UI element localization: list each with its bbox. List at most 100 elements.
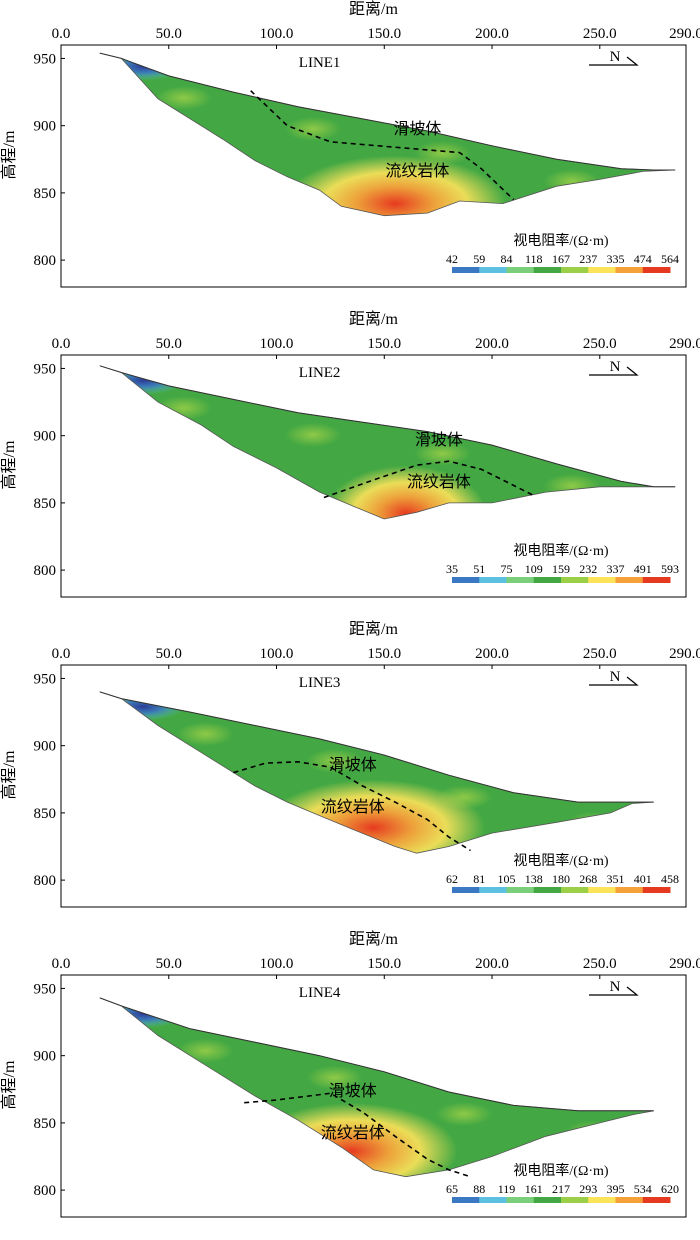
- colorbar-swatch: [642, 577, 671, 583]
- x-axis-title: 距离/m: [349, 620, 398, 638]
- ground-surface: [99, 997, 654, 1112]
- line-title: LINE3: [299, 675, 341, 691]
- x-tick-label: 290.0: [669, 336, 700, 352]
- colorbar-swatch: [615, 1197, 644, 1203]
- colorbar-swatch: [561, 267, 589, 273]
- rhyolite-label: 流纹岩体: [385, 162, 449, 180]
- x-tick-label: 200.0: [475, 956, 509, 972]
- colorbar-label: 51: [473, 562, 485, 576]
- x-tick-label: 100.0: [260, 26, 294, 42]
- colorbar-swatch: [642, 267, 671, 273]
- landslide-label: 滑坡体: [393, 120, 441, 138]
- x-axis-title: 距离/m: [349, 0, 398, 18]
- light-zone: [155, 85, 212, 110]
- profile-base: [99, 691, 654, 854]
- colorbar-label: 593: [661, 562, 679, 576]
- y-tick-label: 850: [34, 1116, 57, 1132]
- colorbar-swatch: [561, 577, 589, 583]
- ground-surface: [99, 691, 654, 803]
- y-axis-title: 高程/m: [0, 130, 18, 179]
- colorbar-label: 395: [607, 1182, 625, 1196]
- x-tick-label: 50.0: [156, 956, 182, 972]
- colorbar-swatch: [452, 577, 480, 583]
- north-arrow: [589, 366, 639, 376]
- x-tick-label: 100.0: [260, 646, 294, 662]
- colorbar-swatch: [615, 887, 644, 893]
- y-tick-label: 800: [34, 873, 57, 889]
- colorbar-label: 119: [498, 1182, 516, 1196]
- resistivity-field: [99, 691, 654, 854]
- colorbar-swatch: [479, 1197, 507, 1203]
- colorbar-swatch: [533, 267, 562, 273]
- colorbar-label: 118: [525, 252, 543, 266]
- line-title: LINE2: [299, 365, 341, 381]
- light-zone: [543, 473, 600, 498]
- x-tick-label: 150.0: [367, 26, 401, 42]
- rhyolite-label: 流纹岩体: [321, 798, 385, 816]
- x-tick-label: 0.0: [52, 646, 71, 662]
- colorbar-swatch: [588, 887, 616, 893]
- light-zone: [177, 1038, 234, 1063]
- light-zone: [414, 441, 471, 466]
- x-tick-label: 250.0: [583, 646, 617, 662]
- y-tick-label: 900: [34, 119, 57, 135]
- colorbar-label: 84: [501, 252, 513, 266]
- colorbar-swatch: [642, 1197, 671, 1203]
- light-zone: [155, 395, 212, 420]
- x-tick-label: 150.0: [367, 336, 401, 352]
- north-label: N: [610, 49, 621, 65]
- x-tick-label: 150.0: [367, 646, 401, 662]
- chart-panel-3: 距离/m 0.0 50.0 100.0 150.0 200.0 250.0 290.0 950 9…: [0, 620, 700, 908]
- north-label: N: [610, 669, 621, 685]
- profile-base: [99, 997, 654, 1177]
- colorbar-swatch: [561, 1197, 589, 1203]
- colorbar-swatch: [615, 577, 644, 583]
- colorbar-title: 视电阻率/(Ω·m): [513, 232, 609, 249]
- colorbar-label: 237: [579, 252, 597, 266]
- x-tick-label: 290.0: [669, 646, 700, 662]
- y-tick-label: 900: [34, 429, 57, 445]
- colorbar-label: 88: [473, 1182, 485, 1196]
- high-resistivity-zone: [283, 155, 507, 216]
- colorbar-label: 564: [661, 252, 679, 266]
- colorbar-label: 458: [661, 872, 679, 886]
- ground-surface: [99, 52, 676, 171]
- x-tick-label: 200.0: [475, 26, 509, 42]
- line-title: LINE1: [299, 55, 341, 71]
- colorbar-swatch: [588, 577, 616, 583]
- light-zone: [543, 169, 600, 194]
- north-arrow: [589, 676, 639, 686]
- colorbar-swatch: [642, 887, 671, 893]
- landslide-boundary: [250, 90, 515, 201]
- y-tick-label: 900: [34, 739, 57, 755]
- resistivity-field: [99, 53, 676, 216]
- colorbar-label: 159: [552, 562, 570, 576]
- landslide-label: 滑坡体: [329, 1082, 377, 1100]
- profile-base: [99, 53, 676, 216]
- x-tick-label: 250.0: [583, 336, 617, 352]
- x-tick-label: 150.0: [367, 956, 401, 972]
- colorbar-label: 138: [525, 872, 543, 886]
- north-label: N: [610, 979, 621, 995]
- light-zone: [285, 422, 342, 447]
- x-tick-label: 50.0: [156, 336, 182, 352]
- light-zone: [640, 1120, 654, 1145]
- colorbar-label: 75: [501, 562, 513, 576]
- colorbar-swatch: [452, 1197, 480, 1203]
- colorbar-swatch: [506, 577, 535, 583]
- landslide-boundary: [244, 1092, 471, 1178]
- line-title: LINE4: [299, 985, 341, 1001]
- y-axis-title: 高程/m: [0, 1060, 18, 1109]
- colorbar-label: 81: [473, 872, 485, 886]
- x-tick-label: 290.0: [669, 956, 700, 972]
- colorbar-swatch: [452, 887, 480, 893]
- north-arrow: [589, 986, 639, 996]
- colorbar-label: 351: [607, 872, 625, 886]
- colorbar-label: 42: [446, 252, 458, 266]
- plot-frame: [60, 974, 687, 1218]
- colorbar-label: 491: [634, 562, 652, 576]
- chart-panel-2: 距离/m 0.0 50.0 100.0 150.0 200.0 250.0 290.0 950 9…: [0, 310, 700, 598]
- ground-surface: [99, 365, 676, 488]
- x-tick-label: 200.0: [475, 336, 509, 352]
